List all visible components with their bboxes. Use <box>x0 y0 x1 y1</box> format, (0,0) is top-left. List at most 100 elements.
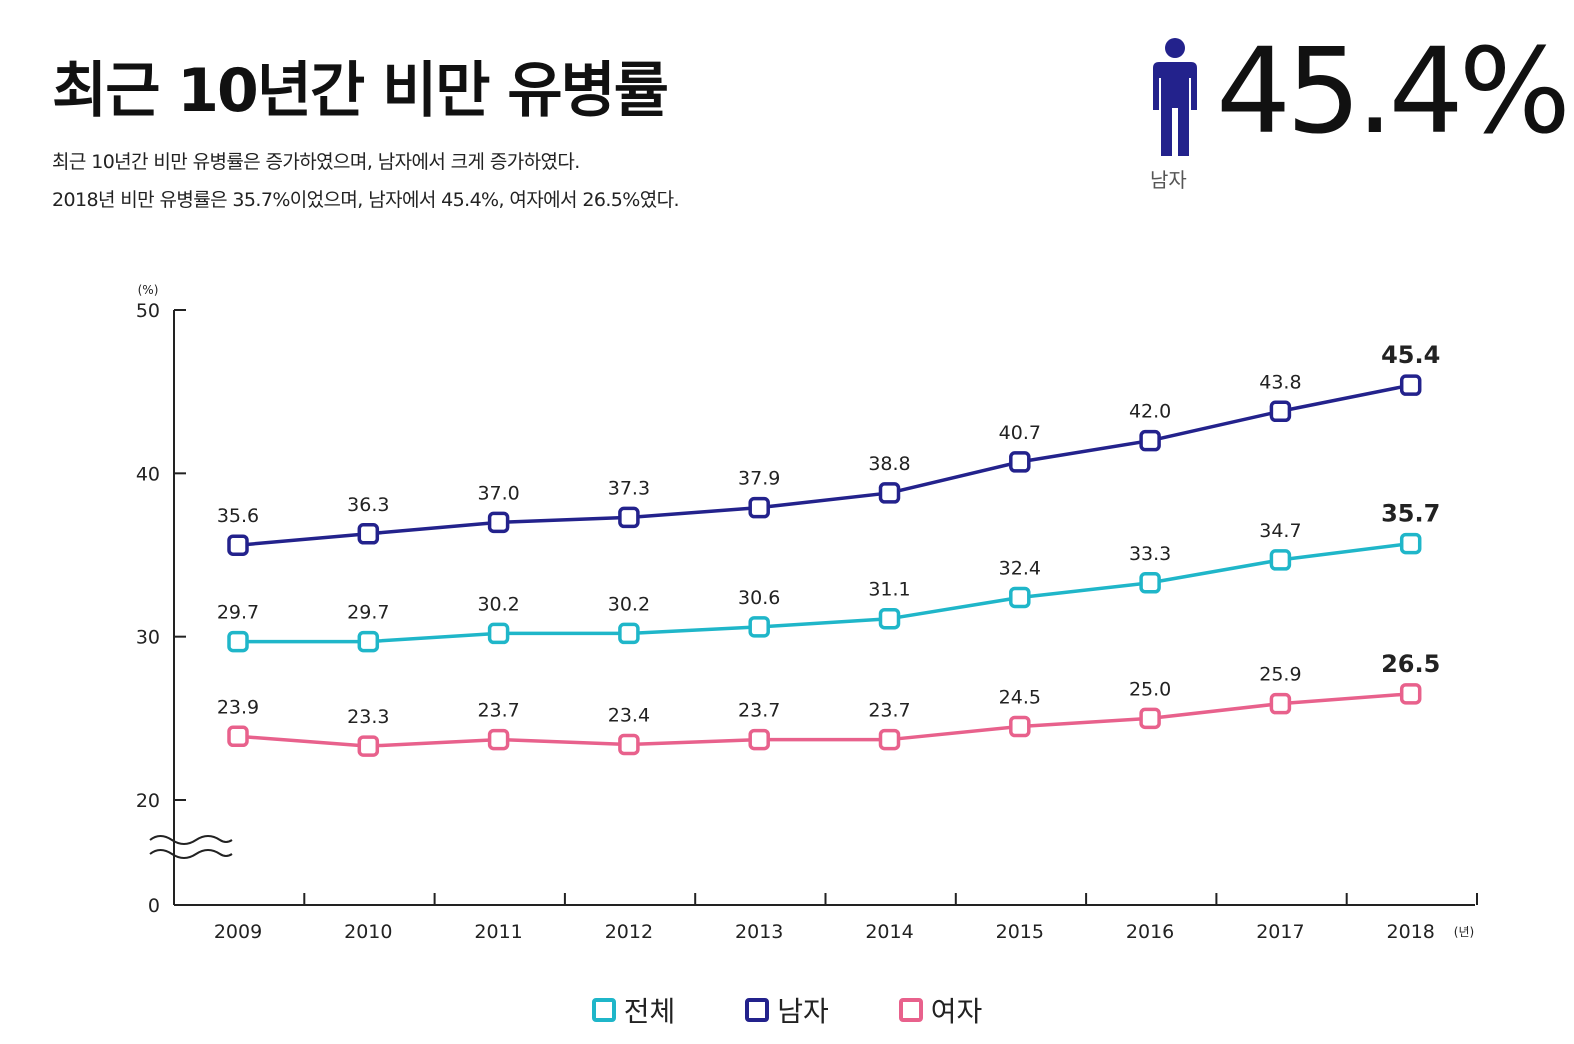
x-tick-label: 2016 <box>1126 921 1174 943</box>
legend-label-total: 전체 <box>623 995 676 1028</box>
x-tick-label: 2011 <box>474 921 522 943</box>
x-tick-label: 2009 <box>214 921 262 943</box>
y-tick-label: 50 <box>136 300 160 322</box>
x-tick-label: 2018 <box>1387 921 1435 943</box>
x-tick-label: 2012 <box>605 921 653 943</box>
legend-item-total: 전체 <box>591 990 676 1030</box>
x-tick-label: 2017 <box>1256 921 1304 943</box>
data-label-total: 34.7 <box>1259 520 1301 542</box>
data-point-female <box>618 733 640 756</box>
y-tick-label: 30 <box>136 627 160 649</box>
data-point-female <box>1399 683 1422 705</box>
data-label-male: 38.8 <box>868 453 910 475</box>
data-label-male: 42.0 <box>1129 401 1171 423</box>
data-point-male <box>227 534 249 556</box>
description: 최근 10년간 비만 유병률은 증가하였으며, 남자에서 크게 증가하였다. 2… <box>52 143 680 219</box>
data-label-total: 30.6 <box>738 587 780 609</box>
figure-label: 남자 <box>1150 168 1187 192</box>
axis-break-mark <box>149 849 233 859</box>
data-label-male: 37.0 <box>477 482 519 504</box>
data-point-female <box>1139 707 1161 730</box>
data-label-female: 24.5 <box>999 687 1041 709</box>
legend-item-male: 남자 <box>745 990 829 1030</box>
legend-swatch-female <box>898 998 923 1022</box>
page-title: 최근 10년간 비만 유병률 <box>52 56 669 126</box>
data-label-total: 32.4 <box>999 557 1041 579</box>
data-point-male <box>748 496 770 519</box>
legend-swatch-total <box>591 998 616 1022</box>
data-point-total <box>487 622 510 645</box>
legend-item-female: 여자 <box>898 990 983 1030</box>
y-tick-label: 40 <box>136 463 160 485</box>
data-label-total: 35.7 <box>1381 500 1440 528</box>
data-label-total: 30.2 <box>608 593 650 615</box>
x-tick-label: 2010 <box>344 921 392 943</box>
x-tick-label: 2015 <box>996 921 1044 943</box>
x-tick-label: 2014 <box>865 921 913 943</box>
legend-swatch-male <box>745 998 770 1022</box>
data-label-female: 25.0 <box>1129 678 1171 700</box>
male-figure-icon <box>1153 38 1197 156</box>
data-point-total <box>878 607 901 630</box>
data-point-male <box>1269 400 1292 423</box>
data-point-male <box>1399 374 1422 396</box>
data-label-male: 37.3 <box>608 477 650 499</box>
big-stat: 45.4% <box>1216 22 1571 160</box>
data-label-female: 23.7 <box>868 700 910 722</box>
data-point-total <box>357 630 380 653</box>
data-label-male: 36.3 <box>347 494 389 516</box>
data-point-total <box>227 630 249 653</box>
data-point-male <box>878 482 901 504</box>
data-label-total: 29.7 <box>217 602 259 624</box>
data-point-total <box>1009 586 1031 609</box>
data-point-total <box>1399 532 1422 555</box>
data-label-female: 23.7 <box>477 700 519 722</box>
data-label-male: 43.8 <box>1259 371 1301 393</box>
data-label-female: 23.9 <box>217 696 259 718</box>
data-label-male: 35.6 <box>217 505 259 527</box>
x-tick-label: 2013 <box>735 921 783 943</box>
data-point-female <box>1269 692 1292 715</box>
data-label-total: 29.7 <box>347 602 389 624</box>
data-point-female <box>878 728 901 751</box>
data-point-female <box>227 725 249 748</box>
data-point-male <box>1139 429 1161 452</box>
data-label-total: 31.1 <box>868 579 910 601</box>
data-label-female: 23.7 <box>738 700 780 722</box>
y-tick-label: 20 <box>136 790 160 812</box>
data-label-female: 26.5 <box>1381 650 1440 678</box>
data-point-male <box>357 523 380 545</box>
data-point-total <box>1269 549 1292 571</box>
legend-label-male: 남자 <box>777 995 829 1028</box>
data-label-male: 45.4 <box>1381 341 1440 369</box>
legend-label-female: 여자 <box>930 995 983 1028</box>
series-line-male <box>237 383 1412 547</box>
chart-legend: 전체 남자 여자 <box>0 990 1574 1030</box>
x-unit-label: (년) <box>1454 925 1474 939</box>
axis-break-mark <box>149 835 233 845</box>
data-point-female <box>1009 715 1031 738</box>
data-point-female <box>487 728 510 751</box>
data-label-female: 23.3 <box>347 706 389 728</box>
series-line-female <box>237 692 1411 748</box>
data-point-total <box>748 616 770 638</box>
data-label-male: 40.7 <box>999 422 1041 444</box>
data-point-total <box>1139 572 1161 594</box>
data-label-male: 37.9 <box>738 468 780 490</box>
description-line-2: 2018년 비만 유병률은 35.7%이었으며, 남자에서 45.4%, 여자에… <box>52 189 680 211</box>
data-label-total: 30.2 <box>477 593 519 615</box>
data-point-total <box>618 622 640 645</box>
y-unit-label: (%) <box>138 283 159 297</box>
data-point-female <box>748 728 770 751</box>
data-point-male <box>1009 451 1031 473</box>
y-tick-label: 0 <box>148 895 160 917</box>
description-line-1: 최근 10년간 비만 유병률은 증가하였으며, 남자에서 크게 증가하였다. <box>52 151 580 173</box>
data-point-male <box>487 511 510 534</box>
series-line-total <box>238 541 1411 644</box>
data-label-total: 33.3 <box>1129 543 1171 565</box>
data-point-male <box>618 506 640 529</box>
data-label-female: 23.4 <box>608 704 650 726</box>
data-point-female <box>357 735 380 757</box>
data-label-female: 25.9 <box>1259 664 1301 686</box>
